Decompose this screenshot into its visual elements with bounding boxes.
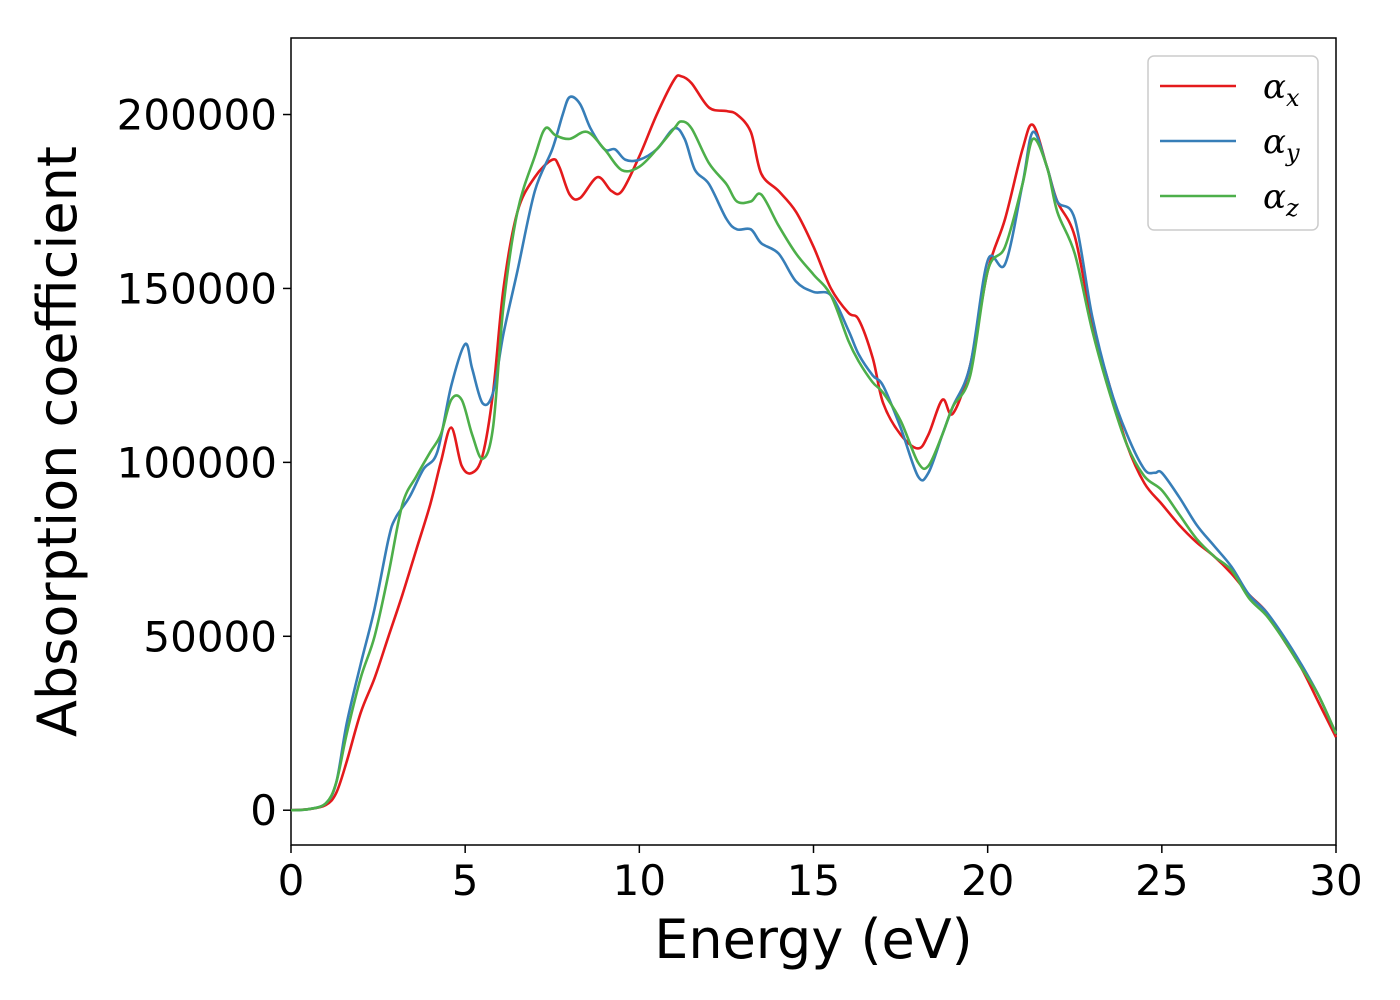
legend-label-subscript: z xyxy=(1285,194,1299,222)
legend-label-subscript: y xyxy=(1285,139,1300,167)
y-tick-label: 50000 xyxy=(143,612,277,661)
x-tick-label: 5 xyxy=(452,856,479,905)
y-tick-label: 200000 xyxy=(117,91,277,140)
legend-label-base: α xyxy=(1263,122,1286,162)
series-line-alpha-y xyxy=(290,95,1338,812)
series-line-alpha-z xyxy=(290,120,1338,812)
legend-label-base: α xyxy=(1263,177,1286,217)
x-tick-label: 10 xyxy=(613,856,666,905)
legend-box xyxy=(1147,55,1319,231)
legend-label-alpha-y: αy xyxy=(1263,122,1300,167)
legend-label-subscript: x xyxy=(1286,84,1300,112)
x-axis-title: Energy (eV) xyxy=(654,908,973,971)
legend-label-base: α xyxy=(1263,67,1286,107)
x-tick-label: 15 xyxy=(787,856,840,905)
x-tick-label: 20 xyxy=(961,856,1014,905)
y-axis: 0 50000 100000 150000 200000 xyxy=(117,91,291,835)
y-tick-label: 100000 xyxy=(117,438,277,487)
y-tick-label: 150000 xyxy=(117,264,277,313)
y-axis-title: Absorption coefficient xyxy=(26,146,89,737)
legend-label-alpha-x: αx xyxy=(1263,67,1300,112)
x-tick-label: 30 xyxy=(1309,856,1362,905)
legend-label-alpha-z: αz xyxy=(1263,177,1299,222)
series-layer xyxy=(290,74,1338,812)
x-axis: 0 5 10 15 20 25 30 xyxy=(278,845,1363,905)
x-tick-label: 0 xyxy=(278,856,305,905)
y-tick-label: 0 xyxy=(250,786,277,835)
x-tick-label: 25 xyxy=(1135,856,1188,905)
